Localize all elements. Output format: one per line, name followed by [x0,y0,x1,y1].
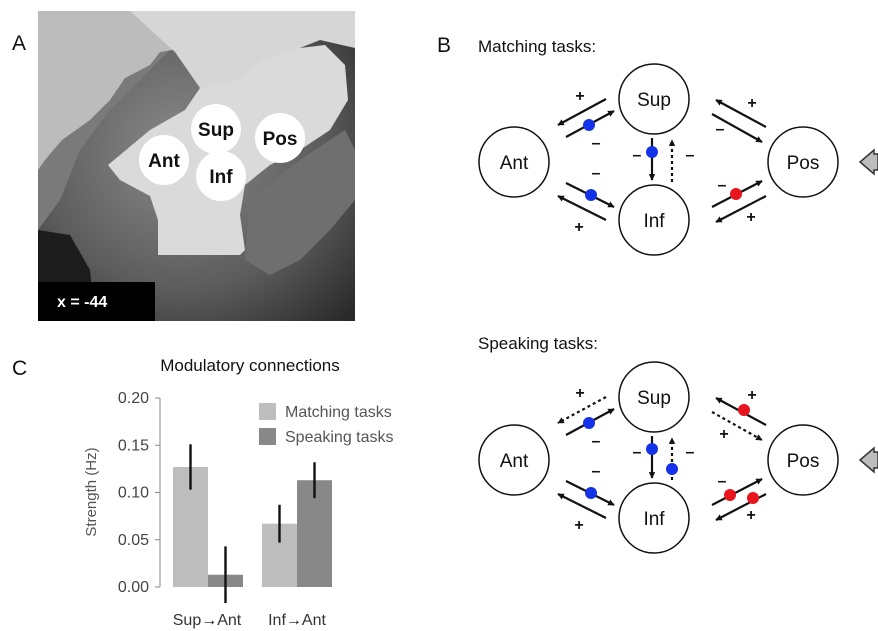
region-label-ant: Ant [148,151,180,172]
node-label-ant: Ant [500,153,529,174]
node-pos [767,126,839,198]
node-label-inf: Inf [643,509,665,530]
node-ant [478,424,550,496]
node-label-inf: Inf [643,211,665,232]
modulator-dot-red [730,188,742,200]
coordinate-box [38,282,155,321]
node-label-ant: Ant [500,451,529,472]
node-sup [618,63,690,135]
region-circle-pos: Pos [255,113,305,163]
legend-label: Matching tasks [285,404,392,421]
y-axis-title: Strength (Hz) [83,447,100,536]
region-circle-sup: Sup [191,104,241,154]
sign-minus: – [633,147,642,164]
sign-minus: – [633,444,642,461]
x-category-label: Sup→Ant [173,612,242,629]
node-label-pos: Pos [787,451,820,472]
sign-plus: + [747,95,756,112]
panel-a-label: A [12,32,26,55]
sign-plus: + [575,385,584,402]
x-category-arrow: → [201,612,217,629]
y-tick-label: 0.10 [118,485,149,502]
arrow-sup-to-pos [711,113,763,143]
node-ant [478,126,550,198]
panel-c-label: C [12,357,27,380]
arrow-inf-to-ant [557,493,607,519]
sign-minus: – [718,473,727,490]
region-circle-inf: Inf [196,151,246,201]
sign-minus: – [718,177,727,194]
sign-minus: – [592,135,601,152]
input-arrow-icon [858,446,878,474]
node-label-pos: Pos [787,153,820,174]
region-label-pos: Pos [263,129,298,150]
sign-minus: – [592,433,601,450]
y-tick-label: 0.00 [118,579,149,596]
node-label-sup: Sup [637,90,671,111]
matching-title: Matching tasks: [478,37,596,56]
matching-network: Matching tasks: Sup Ant Pos Inf + – – + … [478,37,878,256]
modulator-dot-blue [646,443,658,455]
arrow-pos-to-sup [715,99,767,128]
sign-plus: + [719,426,728,443]
node-pos [767,424,839,496]
bar-chart: Modulatory connections Strength (Hz) 0.2… [83,356,394,629]
legend-swatch [259,403,276,420]
y-tick-label: 0.20 [118,390,149,407]
arrow-inf-to-ant [557,195,607,221]
sign-minus: – [686,444,695,461]
node-label-sup: Sup [637,388,671,409]
sign-minus: – [592,463,601,480]
sign-plus: + [746,507,755,524]
coordinate-label: x = -44 [57,294,107,311]
modulator-dot-blue [585,189,597,201]
region-label-inf: Inf [209,167,233,188]
y-tick-label: 0.05 [118,532,149,549]
arrow-inf-to-pos [711,478,763,506]
chart-title: Modulatory connections [160,356,340,375]
modulator-dot-red [738,404,750,416]
node-inf [618,482,690,554]
x-category-to: Ant [302,612,327,629]
modulator-dot-blue [583,417,595,429]
modulator-dot-blue [585,487,597,499]
speaking-title: Speaking tasks: [478,334,598,353]
brain-slice-image [38,11,355,321]
legend-label: Speaking tasks [285,429,394,446]
modulator-dot-blue [646,146,658,158]
sign-minus: – [592,165,601,182]
sign-minus: – [716,121,725,138]
x-category-from: Inf [268,612,286,629]
x-category-arrow: → [286,612,302,629]
region-circle-ant: Ant [139,135,189,185]
modulator-dot-blue [666,463,678,475]
sign-plus: + [574,219,583,236]
sign-plus: + [747,387,756,404]
modulator-dot-red [747,492,759,504]
y-tick-label: 0.15 [118,437,149,454]
legend-swatch [259,428,276,445]
node-inf [618,184,690,256]
modulator-dot-red [724,489,736,501]
sign-minus: – [686,147,695,164]
speaking-network: Speaking tasks: Sup Ant Pos Inf + – – + … [478,334,878,554]
input-arrow-icon [858,148,878,176]
region-label-sup: Sup [198,120,234,141]
arrow-sup-to-ant [557,98,607,126]
x-category-from: Sup [173,612,202,629]
arrow-pos-to-inf [715,195,767,223]
node-sup [618,361,690,433]
sign-plus: + [575,88,584,105]
sign-plus: + [746,209,755,226]
sign-plus: + [574,517,583,534]
x-category-label: Inf→Ant [268,612,326,629]
panel-b-label: B [437,34,451,57]
modulator-dot-blue [583,119,595,131]
x-category-to: Ant [217,612,242,629]
